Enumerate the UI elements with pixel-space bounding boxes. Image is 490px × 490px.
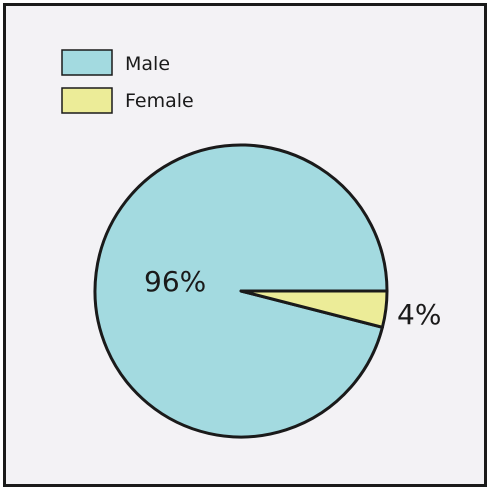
data-label-male: 96%	[144, 265, 206, 298]
chart-frame: 96% 4% Male Female	[3, 3, 487, 487]
legend-swatch-male	[61, 49, 113, 76]
legend: Male Female	[61, 49, 194, 114]
pie-slice-female	[239, 289, 389, 329]
legend-label-female: Female	[125, 90, 194, 112]
legend-swatch-female	[61, 87, 113, 114]
data-labels: 96% 4%	[144, 265, 441, 331]
pie-chart: 96% 4% Male Female	[61, 49, 441, 439]
pie-slices	[93, 143, 389, 439]
data-label-female: 4%	[397, 298, 441, 331]
legend-label-male: Male	[125, 53, 170, 75]
